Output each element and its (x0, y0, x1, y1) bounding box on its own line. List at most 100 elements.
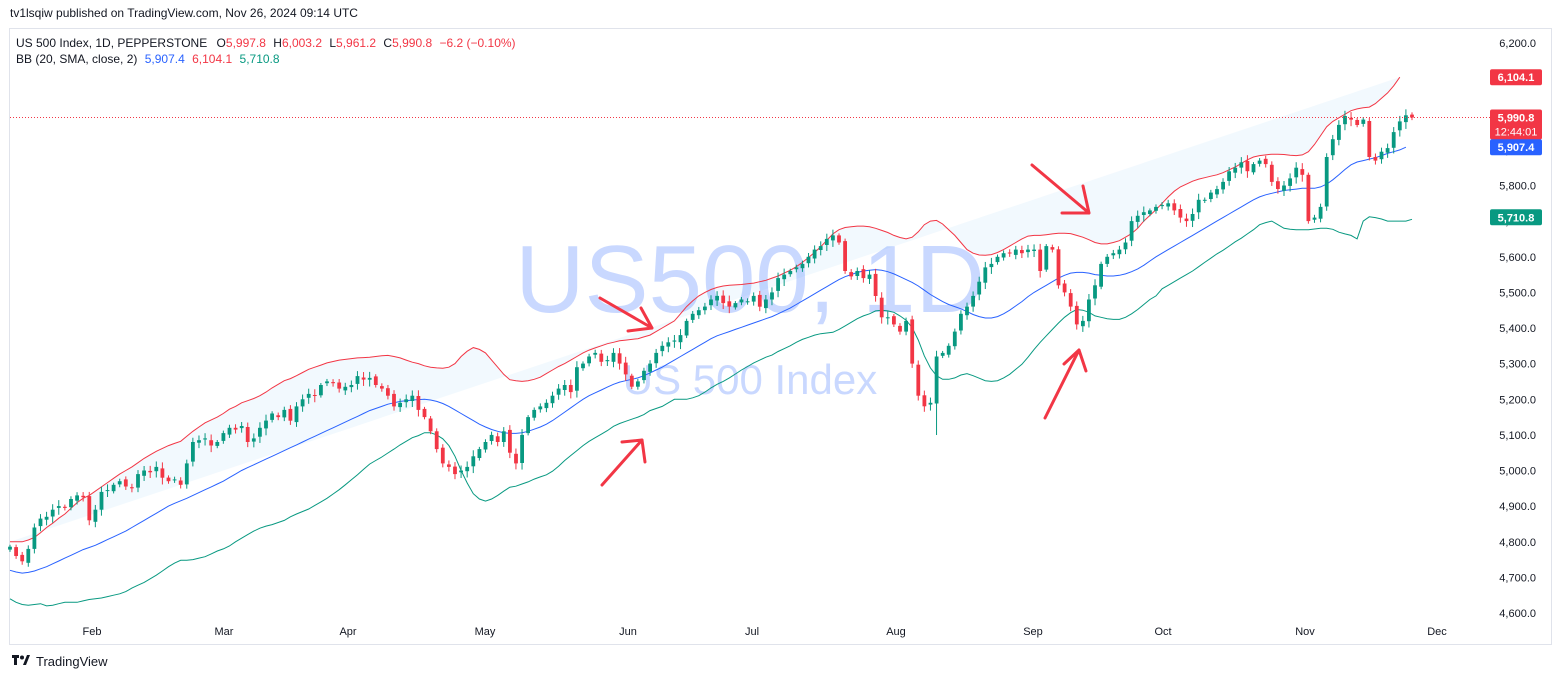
symbol-legend-row[interactable]: US 500 Index, 1D, PEPPERSTONE O5,997.8 H… (16, 35, 516, 51)
chart-legend[interactable]: US 500 Index, 1D, PEPPERSTONE O5,997.8 H… (16, 35, 516, 67)
candle (361, 372, 366, 386)
bb-legend-row[interactable]: BB (20, SMA, close, 2) 5,907.4 6,104.1 5… (16, 51, 516, 67)
candle (312, 389, 317, 403)
price-label-box (1490, 109, 1542, 140)
candle (1245, 155, 1250, 178)
candle (824, 233, 829, 251)
candle (550, 391, 555, 408)
candle (1251, 162, 1256, 175)
candle-body (1190, 214, 1195, 221)
candle (178, 477, 183, 489)
candle (1038, 243, 1043, 278)
candle-body (843, 241, 847, 271)
candle-body (959, 313, 963, 331)
candle (404, 394, 409, 408)
chart-pane[interactable] (9, 28, 1552, 645)
candle-body (1050, 247, 1055, 250)
time-axis[interactable]: Feb Mar Apr May Jun Jul Aug Sep Oct Nov Dec (83, 626, 1448, 638)
candle-body (136, 474, 140, 488)
candle (568, 379, 573, 399)
candle (306, 388, 311, 404)
candle (904, 317, 908, 336)
candle-body (355, 376, 360, 384)
candle-body (123, 479, 128, 487)
candle (105, 484, 110, 498)
candle (1391, 127, 1396, 154)
candle-body (160, 468, 165, 478)
candle (611, 348, 616, 368)
candle (69, 496, 73, 511)
candle (965, 302, 969, 320)
candle (483, 439, 488, 453)
candle (532, 407, 537, 421)
price-label-box (1490, 209, 1542, 226)
candle (14, 544, 18, 559)
candle-body (1056, 249, 1061, 286)
candle (87, 491, 92, 526)
candle (1178, 204, 1183, 223)
candle-body (629, 375, 634, 387)
candle (1184, 213, 1189, 227)
candle (191, 437, 195, 467)
candle (282, 406, 287, 422)
candle-body (300, 399, 305, 407)
candle (654, 348, 659, 368)
candle-body (465, 466, 470, 472)
candle (1318, 203, 1323, 223)
candle (1239, 157, 1244, 174)
arrow-jun-top (598, 296, 654, 333)
footer-brand-text: TradingView (36, 654, 108, 669)
y-tick-label: 5,500.0 (1499, 287, 1536, 299)
watermark-ticker: US500, 1D (515, 226, 985, 333)
candle (989, 257, 994, 274)
candle-body (1001, 253, 1006, 258)
candle-body (1385, 148, 1390, 153)
candle-body (703, 306, 707, 311)
candle-body (940, 352, 945, 356)
y-tick-label: 4,600.0 (1499, 608, 1536, 620)
candle-body (812, 249, 817, 259)
candle-body (489, 434, 494, 441)
countdown-text: 12:44:01 (1495, 127, 1538, 139)
candle-body (983, 267, 988, 283)
candle-body (916, 364, 921, 396)
candle (471, 450, 476, 474)
candle (764, 295, 768, 314)
candle (215, 440, 220, 449)
high-label: H (273, 36, 282, 50)
candle-body (26, 548, 31, 563)
candle-body (1330, 139, 1335, 156)
x-tick-label: Dec (1427, 626, 1447, 638)
candle (508, 425, 512, 459)
candle-body (63, 506, 67, 508)
candle (910, 315, 915, 368)
candle-body (1038, 249, 1043, 271)
candle-body (587, 356, 591, 364)
candle-body (1123, 242, 1128, 250)
candle (294, 402, 299, 427)
candle-body (1141, 212, 1146, 215)
candle-body (934, 356, 939, 404)
low-label: L (329, 36, 337, 50)
candle-body (93, 509, 98, 522)
candle-body (995, 256, 1000, 263)
candle-body (1379, 151, 1384, 160)
candle (599, 349, 604, 367)
candle (916, 360, 921, 401)
footer-brand[interactable]: TradingView (10, 654, 108, 669)
candle-body (117, 481, 122, 485)
candle-body (1245, 160, 1250, 172)
candle-body (544, 402, 549, 409)
candle-body (520, 434, 524, 463)
candle (709, 295, 713, 311)
y-tick-label: 5,200.0 (1499, 394, 1536, 406)
candle-body (636, 381, 640, 387)
candle-body (349, 385, 354, 388)
candle-body (154, 466, 159, 472)
candle-body (1117, 249, 1122, 255)
close-value: 5,990.8 (392, 36, 433, 50)
candle-body (1373, 157, 1378, 161)
candle-body (361, 377, 366, 380)
candle (1367, 118, 1372, 161)
